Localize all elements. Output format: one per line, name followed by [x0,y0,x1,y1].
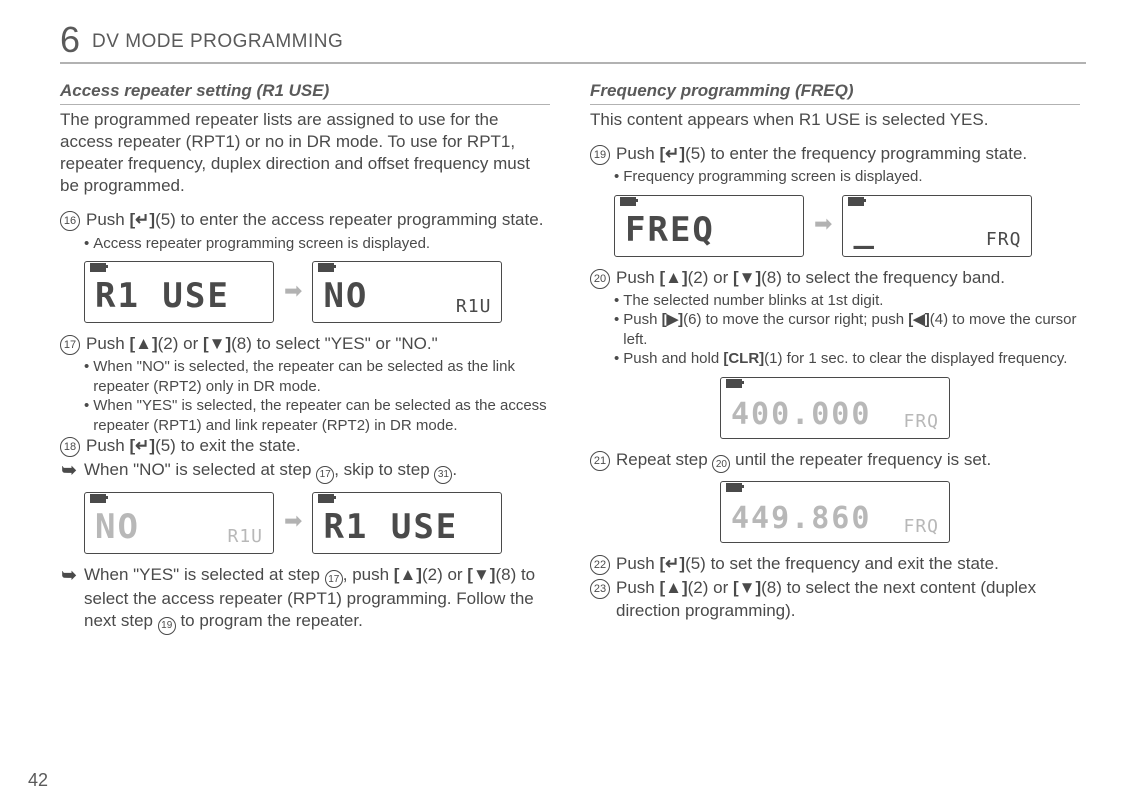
battery-icon [726,379,742,388]
step-20: 20 Push [▲](2) or [▼](8) to select the f… [590,267,1080,289]
step-20-sub3: • Push and hold [CLR](1) for 1 sec. to c… [614,349,1080,369]
chapter-header: 6 DV MODE PROGRAMMING [60,22,1086,64]
lcd-row-4: 400.000 FRQ [590,375,1080,439]
right-arrow-icon: ➥ [60,459,78,482]
step-20-text: Push [▲](2) or [▼](8) to select the freq… [616,267,1080,289]
right-column: Frequency programming (FREQ) This conten… [590,80,1080,637]
lcd-row-2: NO R1U ➡ R1 USE [84,490,550,554]
arrow-no: ➥ When "NO" is selected at step 17, skip… [60,459,550,484]
battery-icon [318,263,334,272]
step-20-sub1: •The selected number blinks at 1st digit… [614,291,1080,311]
step-22-text: Push [↵](5) to set the frequency and exi… [616,553,1080,575]
lcd-no-ghost: NO R1U [84,492,274,554]
step-23-num: 23 [590,579,610,599]
battery-icon [90,494,106,503]
step-16: 16 Push [↵](5) to enter the access repea… [60,209,550,231]
step-17-text: Push [▲](2) or [▼](8) to select "YES" or… [86,333,550,355]
step-17-num: 17 [60,335,80,355]
step-17-sub1: •When "NO" is selected, the repeater can… [84,357,550,396]
battery-icon [726,483,742,492]
step-19-num: 19 [590,145,610,165]
lcd-400: 400.000 FRQ [720,377,950,439]
step-16-sub: •Access repeater programming screen is d… [84,234,550,254]
page-number: 42 [28,769,48,792]
page: 6 DV MODE PROGRAMMING Access repeater se… [0,0,1146,804]
transition-arrow-icon: ➡ [284,277,302,306]
columns: Access repeater setting (R1 USE) The pro… [60,80,1086,637]
step-23: 23 Push [▲](2) or [▼](8) to select the n… [590,577,1080,621]
battery-icon [848,197,864,206]
battery-icon [318,494,334,503]
lcd-dash-frq: _ FRQ [842,195,1032,257]
lcd-row-5: 449.860 FRQ [590,479,1080,543]
left-intro: The programmed repeater lists are assign… [60,109,550,197]
lcd-no-r1u: NO R1U [312,261,502,323]
step-23-text: Push [▲](2) or [▼](8) to select the next… [616,577,1080,621]
step-21-num: 21 [590,451,610,471]
step-22-num: 22 [590,555,610,575]
step-17: 17 Push [▲](2) or [▼](8) to select "YES"… [60,333,550,355]
step-21-text: Repeat step 20 until the repeater freque… [616,449,1080,474]
step-19-text: Push [↵](5) to enter the frequency progr… [616,143,1080,165]
lcd-449: 449.860 FRQ [720,481,950,543]
lcd-row-3: FREQ ➡ _ FRQ [614,193,1080,257]
chapter-number: 6 [60,22,80,58]
chapter-title: DV MODE PROGRAMMING [92,30,343,58]
step-20-num: 20 [590,269,610,289]
step-17-sub2: •When "YES" is selected, the repeater ca… [84,396,550,435]
right-arrow-icon: ➥ [60,564,78,587]
step-20-sub2: • Push [▶](6) to move the cursor right; … [614,310,1080,349]
step-18-num: 18 [60,437,80,457]
transition-arrow-icon: ➡ [814,210,832,239]
lcd-r1use: R1 USE [84,261,274,323]
lcd-freq: FREQ [614,195,804,257]
step-16-text: Push [↵](5) to enter the access repeater… [86,209,550,231]
lcd-r1use-2: R1 USE [312,492,502,554]
step-16-num: 16 [60,211,80,231]
step-19: 19 Push [↵](5) to enter the frequency pr… [590,143,1080,165]
right-heading: Frequency programming (FREQ) [590,80,1080,105]
left-heading: Access repeater setting (R1 USE) [60,80,550,105]
transition-arrow-icon: ➡ [284,507,302,536]
step-18: 18 Push [↵](5) to exit the state. [60,435,550,457]
step-18-text: Push [↵](5) to exit the state. [86,435,550,457]
battery-icon [90,263,106,272]
right-intro: This content appears when R1 USE is sele… [590,109,1080,131]
step-21: 21 Repeat step 20 until the repeater fre… [590,449,1080,474]
lcd-row-1: R1 USE ➡ NO R1U [84,259,550,323]
step-19-sub: •Frequency programming screen is display… [614,167,1080,187]
arrow-yes: ➥ When "YES" is selected at step 17, pus… [60,564,550,635]
left-column: Access repeater setting (R1 USE) The pro… [60,80,550,637]
step-22: 22 Push [↵](5) to set the frequency and … [590,553,1080,575]
battery-icon [620,197,636,206]
